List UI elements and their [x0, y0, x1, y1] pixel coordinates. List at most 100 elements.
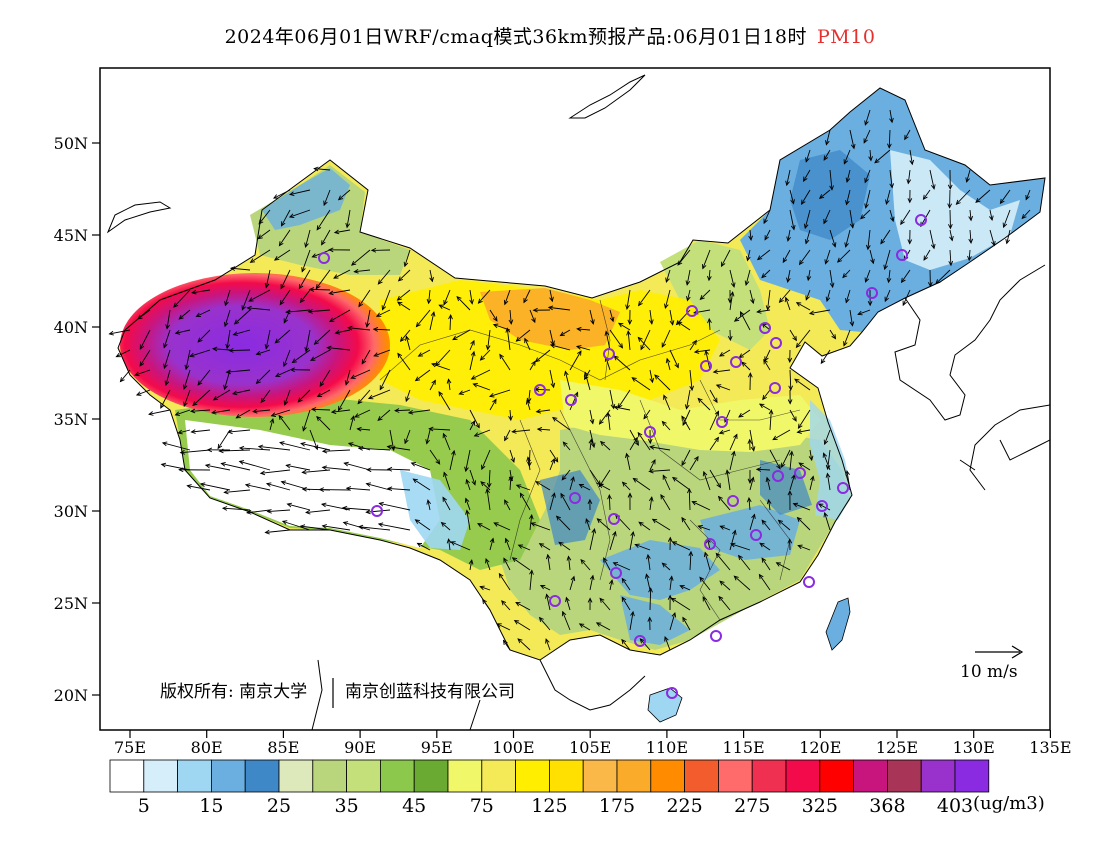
wind-arrow: [431, 362, 451, 371]
city-marker: [750, 529, 762, 541]
wind-arrow: [759, 542, 771, 551]
wind-arrow: [470, 369, 491, 380]
wind-arrow: [681, 415, 691, 431]
wind-arrow: [199, 482, 231, 491]
wind-arrow: [330, 409, 351, 415]
wind-arrow: [508, 309, 514, 325]
wind-arrow: [539, 585, 551, 591]
wind-arrow: [365, 482, 391, 491]
wind-arrow: [366, 467, 391, 473]
legend-color-box: [312, 759, 347, 793]
wind-arrow: [515, 484, 531, 491]
wind-arrow: [955, 189, 971, 205]
wind-arrow: [575, 345, 591, 351]
wind-arrow: [308, 287, 331, 292]
wind-arrow: [160, 389, 171, 409]
wind-arrow: [578, 623, 591, 631]
taiwan: [825, 597, 851, 651]
wind-arrow: [379, 369, 391, 391]
wind-arrow: [333, 229, 351, 235]
wind-arrow: [323, 189, 331, 207]
wind-arrow: [627, 492, 633, 511]
wind-arrow: [358, 289, 371, 308]
legend-color-box: [954, 759, 990, 793]
wind-arrow: [108, 329, 131, 336]
city-marker: [700, 360, 712, 372]
legend-label: 45: [402, 795, 426, 817]
wind-arrow: [204, 463, 231, 471]
wind-arrow: [968, 209, 974, 222]
wind-arrow: [280, 480, 311, 491]
wind-arrow: [604, 330, 611, 351]
wind-arrow: [578, 483, 591, 491]
city-marker: [610, 567, 622, 579]
wind-arrow: [707, 317, 712, 331]
wind-arrow: [603, 557, 611, 571]
wind-arrow: [765, 476, 771, 491]
wind-arrow: [465, 478, 471, 491]
map-title: 2024年06月01日WRF/cmaq模式36km预报产品:06月01日18时 P…: [0, 22, 1100, 49]
wind-arrow: [442, 496, 451, 511]
wind-arrow: [274, 329, 291, 344]
wind-arrow: [449, 449, 456, 471]
japan-coast: [959, 404, 1050, 491]
wind-arrow: [195, 309, 211, 317]
wind-arrow: [499, 353, 511, 371]
wind-arrow: [443, 289, 451, 306]
wind-arrow: [727, 329, 733, 342]
wind-arrow: [429, 311, 436, 331]
wind-arrow: [481, 449, 491, 471]
wind-arrow: [948, 249, 954, 267]
wind-arrow: [761, 557, 771, 571]
city-marker: [772, 470, 784, 482]
wind-arrow: [909, 149, 915, 166]
wind-arrow: [795, 302, 811, 311]
wind-arrow: [889, 109, 894, 124]
wind-arrow: [517, 638, 531, 651]
wind-arrow: [769, 449, 781, 470]
wind-arrow: [273, 249, 291, 261]
wind-arrow: [789, 209, 796, 231]
wind-arrow: [305, 509, 331, 515]
wind-arrow: [508, 475, 514, 491]
wind-arrow: [1002, 209, 1011, 229]
wind-arrow: [599, 440, 611, 451]
wind-arrow: [523, 289, 531, 304]
wind-arrow: [313, 166, 331, 172]
wind-arrow: [189, 349, 211, 358]
wind-arrow: [772, 429, 791, 441]
wind-arrow: [634, 543, 651, 551]
city-marker: [686, 305, 698, 317]
wind-arrow: [721, 249, 731, 268]
wind-arrow: [206, 447, 231, 453]
wind-arrow: [585, 518, 591, 531]
wind-arrow: [265, 482, 291, 491]
wind-arrow: [747, 438, 753, 451]
wind-arrow: [526, 456, 531, 471]
wind-arrow: [679, 585, 691, 591]
wind-arrow: [163, 349, 171, 370]
wind-arrow: [569, 391, 579, 411]
wind-arrow: [649, 445, 671, 451]
wind-arrow: [233, 309, 251, 325]
wind-arrow: [313, 329, 331, 345]
wind-arrow: [566, 555, 572, 571]
wind-arrow: [975, 189, 991, 203]
wind-arrow: [473, 429, 491, 437]
wind-arrow: [715, 384, 731, 391]
color-legend: [109, 759, 990, 793]
city-marker: [769, 382, 781, 394]
city-marker: [915, 214, 927, 226]
wind-arrow: [643, 409, 651, 420]
lon-tick-label: 120E: [799, 738, 841, 757]
wind-arrow: [682, 616, 691, 631]
wind-arrow: [902, 289, 911, 307]
wind-arrow: [621, 596, 631, 611]
wind-arrow: [549, 492, 556, 511]
wind-arrow: [609, 389, 616, 410]
wind-arrow: [450, 541, 471, 551]
wind-arrow: [889, 209, 895, 223]
wind-arrow: [758, 403, 771, 411]
wind-arrow: [137, 309, 151, 320]
wind-arrow: [681, 516, 691, 531]
